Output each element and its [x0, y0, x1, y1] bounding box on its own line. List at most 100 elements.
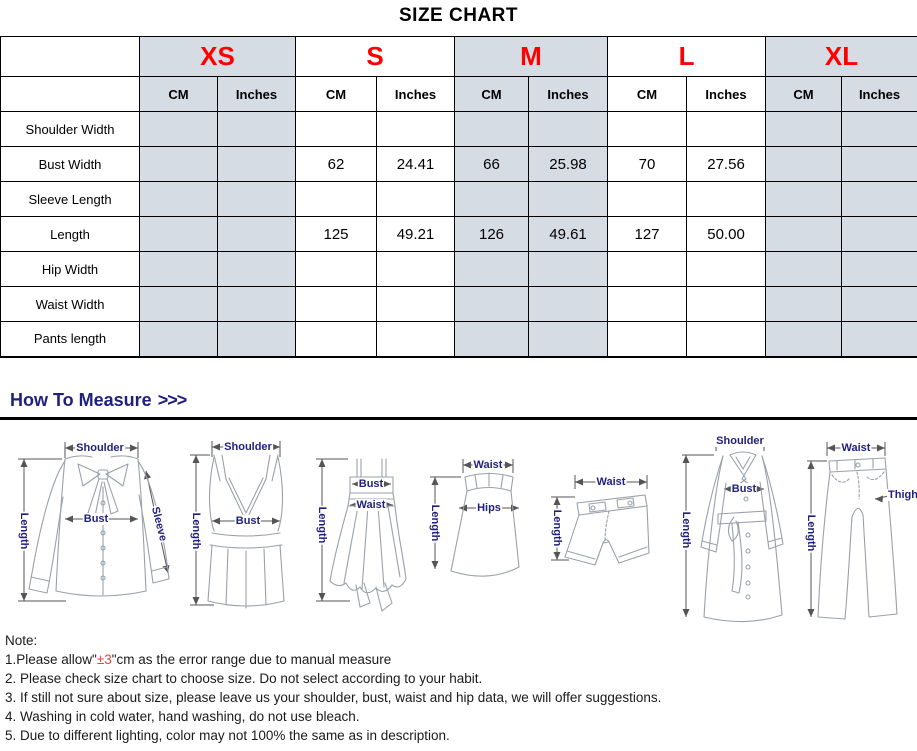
measurement-cell [527, 321, 609, 358]
note-item: 1.Please allow"±3"cm as the error range … [5, 650, 910, 669]
measurement-cell [841, 216, 917, 252]
measurement-cell [686, 111, 767, 147]
measurement-cell [841, 286, 917, 322]
corner-cell [0, 76, 140, 112]
measurement-cell [217, 321, 296, 358]
measure-label-bust: Bust [234, 515, 262, 527]
row-label: Hip Width [0, 251, 140, 287]
measurement-cell: 27.56 [686, 146, 767, 182]
measurement-cell [295, 286, 377, 322]
measurement-cell: 125 [295, 216, 377, 252]
measurement-cell [376, 251, 455, 287]
measurement-cell [217, 181, 296, 217]
size-header-cell: XS [139, 36, 296, 77]
table-row: Sleeve Length [0, 181, 917, 217]
measurement-cell: 24.41 [376, 146, 455, 182]
measurement-cell [217, 251, 296, 287]
row-label: Length [0, 216, 140, 252]
measurement-cell [686, 321, 767, 358]
size-header-cell: XL [765, 36, 917, 77]
measurement-cell [765, 321, 843, 358]
measurement-cell [217, 286, 296, 322]
measurement-cell [217, 216, 296, 252]
measure-label-shoulder: Shoulder [715, 435, 765, 447]
unit-header-cell: CM [765, 76, 843, 112]
measurement-cell [139, 286, 218, 322]
measure-label-length: Length [680, 510, 692, 550]
table-row: Shoulder Width [0, 111, 917, 147]
table-row: Pants length [0, 321, 917, 358]
row-label: Sleeve Length [0, 181, 140, 217]
row-label: Shoulder Width [0, 111, 140, 147]
measurement-cell [139, 216, 218, 252]
row-label: Pants length [0, 321, 140, 358]
measurement-cell [376, 321, 455, 358]
measure-label-shoulder: Shoulder [75, 442, 125, 454]
measurement-cell [686, 181, 767, 217]
measurement-cell [527, 286, 609, 322]
unit-header-cell: Inches [527, 76, 609, 112]
measurement-cell: 62 [295, 146, 377, 182]
measure-label-waist: Waist [840, 442, 872, 454]
how-to-measure-heading: How To Measure >>> [0, 390, 917, 420]
measurement-cell [139, 321, 218, 358]
measurement-cell [527, 251, 609, 287]
measurement-cell [527, 111, 609, 147]
measurement-cell [295, 251, 377, 287]
measurement-cell [376, 286, 455, 322]
dress-diagram [316, 458, 407, 612]
figure-coat: Shoulder Bust Length [678, 425, 793, 630]
size-header-cell: M [453, 36, 609, 77]
note-item: 3. If still not sure about size, please … [5, 690, 662, 705]
measurement-cell [841, 251, 917, 287]
measurement-cell [765, 146, 843, 182]
figure-shorts: Waist Length [545, 425, 663, 630]
measure-label-bust: Bust [357, 478, 385, 490]
measurement-cell [295, 111, 377, 147]
figure-tank-top: Shoulder Bust Length [184, 425, 296, 630]
measurement-cell [454, 321, 529, 358]
unit-header-cell: CM [607, 76, 688, 112]
unit-header-cell: Inches [376, 76, 455, 112]
size-header-cell: L [607, 36, 767, 77]
measure-figures: Shoulder Bust Sleeve Length [0, 425, 917, 630]
measurement-cell: 126 [454, 216, 529, 252]
coat-diagram [682, 435, 784, 623]
measure-label-waist: Waist [472, 459, 504, 471]
measurement-cell [217, 146, 296, 182]
figure-blouse: Shoulder Bust Sleeve Length [8, 425, 178, 630]
table-row: Length 125 49.21 126 49.61 127 50.00 [0, 216, 917, 252]
unit-header-row: CM Inches CM Inches CM Inches CM Inches … [0, 76, 917, 112]
tank-top-diagram [190, 441, 285, 609]
measure-label-shoulder: Shoulder [223, 441, 273, 453]
measurement-cell [454, 181, 529, 217]
measure-label-length: Length [429, 503, 441, 543]
figure-skirt: Waist Hips Length [425, 425, 525, 630]
page-title: SIZE CHART [399, 5, 518, 26]
measurement-cell [765, 216, 843, 252]
measurement-cell [765, 251, 843, 287]
measurement-cell [139, 111, 218, 147]
pants-diagram [807, 442, 898, 620]
unit-header-cell: CM [139, 76, 218, 112]
note-item: 4. Washing in cold water, hand washing, … [5, 709, 360, 724]
measurement-cell: 25.98 [527, 146, 609, 182]
measurement-cell [454, 111, 529, 147]
measurement-cell [139, 146, 218, 182]
measurement-cell: 70 [607, 146, 688, 182]
measurement-cell [765, 181, 843, 217]
note-item: 5. Due to different lighting, color may … [5, 728, 450, 743]
note-text: 1.Please allow" [5, 652, 97, 667]
size-chart-table: XS S M L XL CM Inches CM Inches CM Inche… [0, 36, 917, 358]
table-row: Hip Width [0, 251, 917, 287]
measure-label-bust: Bust [730, 483, 758, 495]
measurement-cell [295, 181, 377, 217]
measure-label-length: Length [551, 508, 563, 548]
notes-section: Note: 1.Please allow"±3"cm as the error … [5, 631, 910, 745]
measurement-cell: 50.00 [686, 216, 767, 252]
measurement-cell: 49.61 [527, 216, 609, 252]
unit-header-cell: Inches [217, 76, 296, 112]
unit-header-cell: CM [454, 76, 529, 112]
measure-label-hips: Hips [476, 502, 502, 514]
measurement-cell [765, 286, 843, 322]
